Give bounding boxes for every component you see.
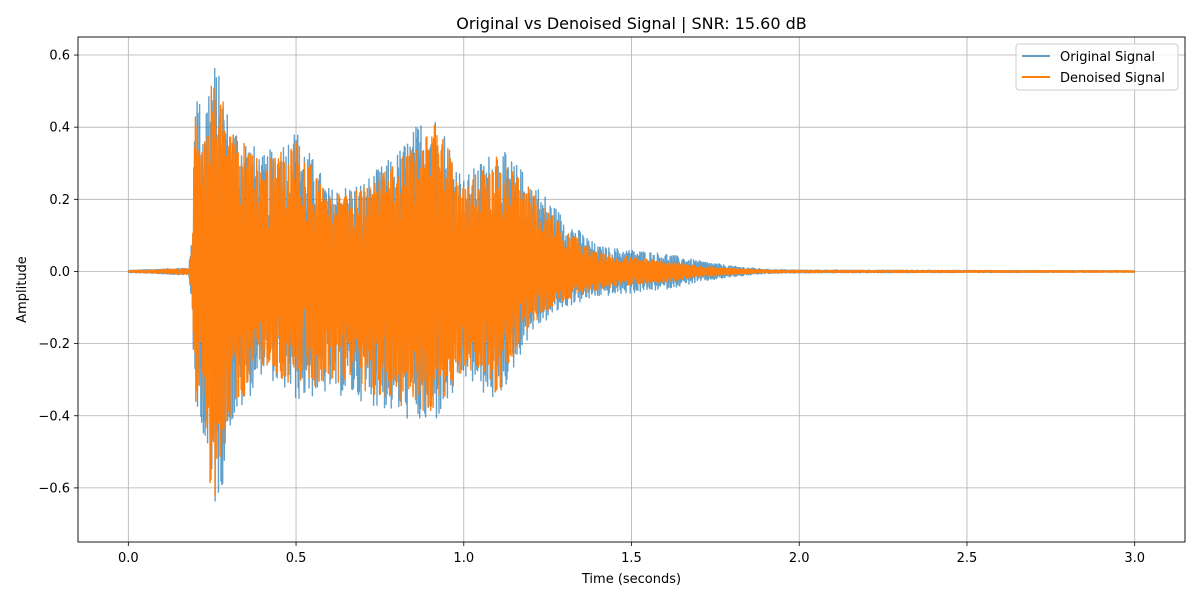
y-tick-label: 0.4 [49,121,70,136]
y-axis-label: Amplitude [15,256,30,323]
x-tick-label: 3.0 [1124,551,1145,566]
legend: Original Signal Denoised Signal [1015,43,1179,91]
legend-label-denoised: Denoised Signal [1060,71,1165,86]
legend-label-original: Original Signal [1060,50,1155,65]
x-axis-label: Time (seconds) [581,572,681,587]
series-layer [127,67,1136,502]
x-tick-label: 1.5 [621,551,642,566]
x-axis-ticks: 0.0 0.5 1.0 1.5 2.0 2.5 3.0 [118,542,1145,566]
y-tick-label: −0.6 [38,481,70,496]
series-line-denoised [127,85,1136,497]
x-tick-label: 0.5 [286,551,307,566]
x-tick-label: 0.0 [118,551,139,566]
y-tick-label: 0.6 [49,49,70,64]
y-tick-label: 0.2 [49,193,70,208]
y-tick-label: 0.0 [49,265,70,280]
x-tick-label: 2.5 [957,551,978,566]
y-axis-ticks: −0.6 −0.4 −0.2 0.0 0.2 0.4 0.6 [38,49,78,496]
x-tick-label: 1.0 [453,551,474,566]
legend-box [1015,43,1179,91]
chart-title: Original vs Denoised Signal | SNR: 15.60… [456,14,807,33]
y-tick-label: −0.4 [38,409,70,424]
y-tick-label: −0.2 [38,337,70,352]
x-tick-label: 2.0 [789,551,810,566]
